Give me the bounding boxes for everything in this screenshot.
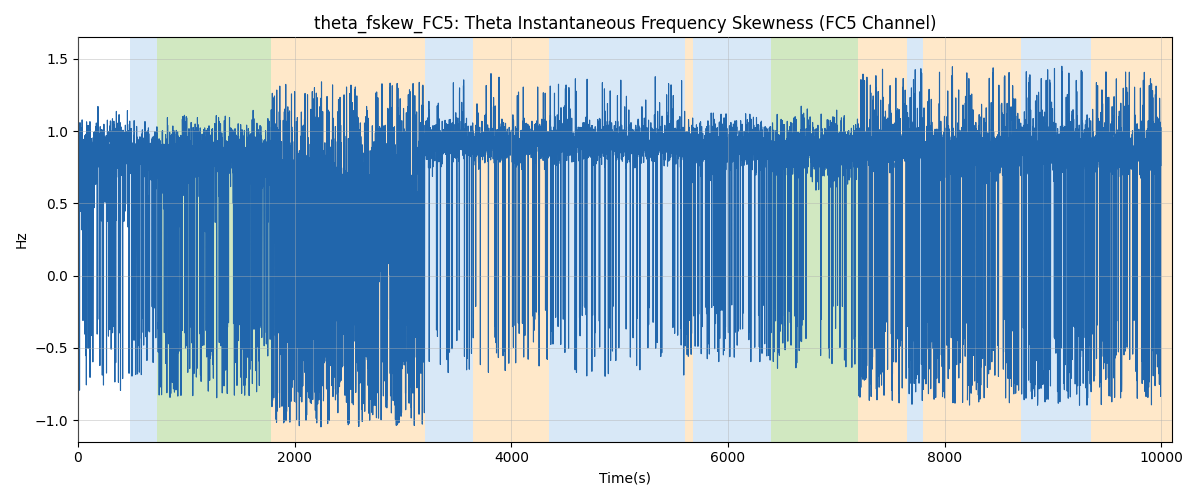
Bar [1020, 38, 1091, 442]
Title: theta_fskew_FC5: Theta Instantaneous Frequency Skewness (FC5 Channel): theta_fskew_FC5: Theta Instantaneous Fre… [314, 15, 936, 34]
Bar [858, 38, 907, 442]
Bar [425, 38, 473, 442]
Bar [473, 38, 550, 442]
Bar [130, 38, 157, 442]
Bar [550, 38, 685, 442]
Bar [157, 38, 271, 442]
Bar [737, 38, 772, 442]
Bar [685, 38, 694, 442]
Y-axis label: Hz: Hz [14, 230, 29, 248]
Bar [907, 38, 923, 442]
Bar [694, 38, 737, 442]
Bar [271, 38, 425, 442]
Bar [923, 38, 1020, 442]
X-axis label: Time(s): Time(s) [599, 471, 652, 485]
Bar [772, 38, 858, 442]
Bar [1091, 38, 1172, 442]
